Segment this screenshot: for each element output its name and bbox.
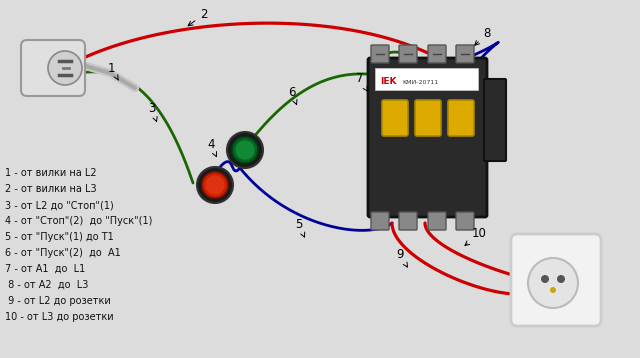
Text: 9 - от L2 до розетки: 9 - от L2 до розетки <box>5 296 111 306</box>
FancyBboxPatch shape <box>399 212 417 230</box>
Text: 3 - от L2 до "Стоп"(1): 3 - от L2 до "Стоп"(1) <box>5 200 114 210</box>
FancyBboxPatch shape <box>368 58 487 217</box>
Text: 9: 9 <box>396 248 408 267</box>
Circle shape <box>528 258 578 308</box>
Text: 5 - от "Пуск"(1) до T1: 5 - от "Пуск"(1) до T1 <box>5 232 114 242</box>
Bar <box>375 68 478 90</box>
FancyBboxPatch shape <box>456 45 474 63</box>
Circle shape <box>197 167 233 203</box>
Circle shape <box>557 275 565 283</box>
Text: 10: 10 <box>465 227 487 246</box>
FancyBboxPatch shape <box>428 45 446 63</box>
FancyBboxPatch shape <box>415 100 441 136</box>
FancyBboxPatch shape <box>382 100 408 136</box>
Circle shape <box>227 132 263 168</box>
Text: 6: 6 <box>288 86 297 105</box>
FancyBboxPatch shape <box>484 79 506 161</box>
Text: 3: 3 <box>148 102 157 121</box>
Text: 6 - от "Пуск"(2)  до  A1: 6 - от "Пуск"(2) до A1 <box>5 248 121 258</box>
FancyBboxPatch shape <box>448 100 474 136</box>
FancyBboxPatch shape <box>371 45 389 63</box>
Text: 10 - от L3 до розетки: 10 - от L3 до розетки <box>5 312 114 322</box>
Text: IEK: IEK <box>380 77 397 87</box>
Text: 1: 1 <box>108 62 118 80</box>
Text: 7 - от A1  до  L1: 7 - от A1 до L1 <box>5 264 85 274</box>
Text: 5: 5 <box>295 218 305 237</box>
FancyBboxPatch shape <box>371 212 389 230</box>
FancyBboxPatch shape <box>511 234 601 326</box>
Text: KMИ-20711: KMИ-20711 <box>402 79 438 84</box>
Text: 8: 8 <box>475 27 490 45</box>
Text: 7: 7 <box>356 72 367 91</box>
FancyBboxPatch shape <box>456 212 474 230</box>
Circle shape <box>232 137 258 163</box>
FancyBboxPatch shape <box>428 212 446 230</box>
Circle shape <box>205 175 225 195</box>
Circle shape <box>48 51 82 85</box>
Text: 8 - от A2  до  L3: 8 - от A2 до L3 <box>5 280 88 290</box>
Text: 4: 4 <box>207 138 216 157</box>
Text: 2 - от вилки на L3: 2 - от вилки на L3 <box>5 184 97 194</box>
Text: 2: 2 <box>188 8 207 26</box>
Circle shape <box>202 172 228 198</box>
Circle shape <box>550 287 556 293</box>
Text: 4 - от "Стоп"(2)  до "Пуск"(1): 4 - от "Стоп"(2) до "Пуск"(1) <box>5 216 152 226</box>
FancyBboxPatch shape <box>21 40 85 96</box>
Text: 1 - от вилки на L2: 1 - от вилки на L2 <box>5 168 97 178</box>
Circle shape <box>541 275 549 283</box>
FancyBboxPatch shape <box>399 45 417 63</box>
Circle shape <box>235 140 255 160</box>
